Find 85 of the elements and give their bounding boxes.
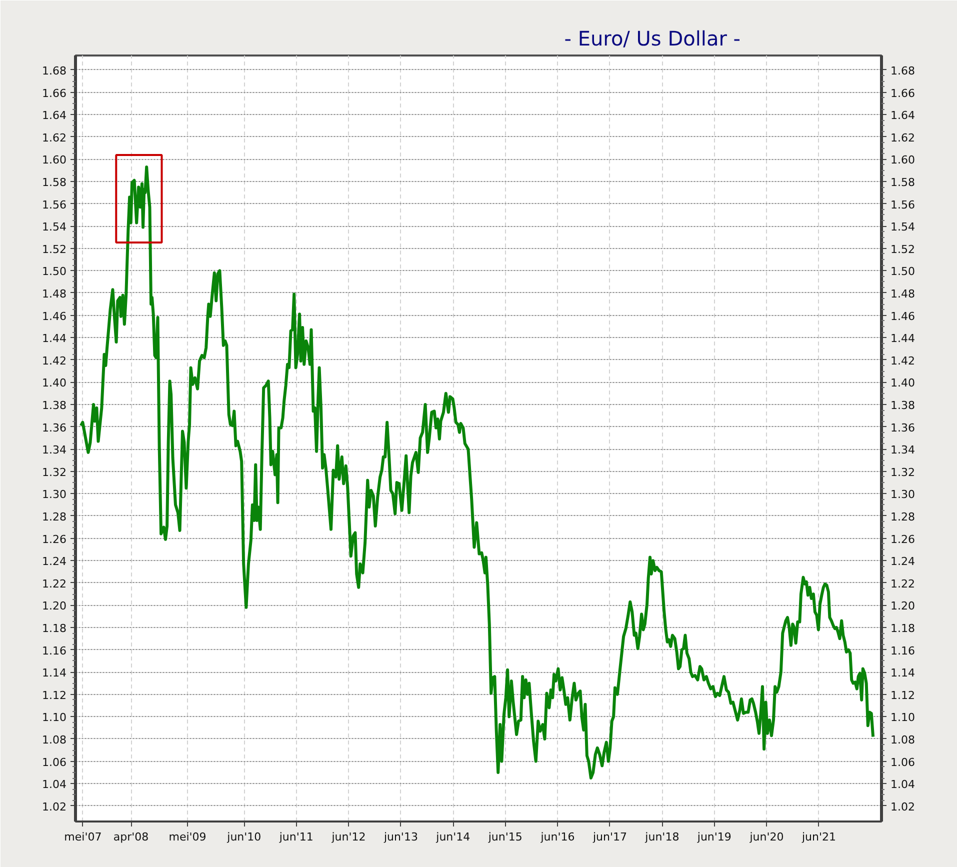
y-tick-label: 1.58 [42,176,67,189]
y-tick-label: 1.46 [42,310,67,323]
y-tick-label: 1.62 [42,131,67,144]
y-tick-label: 1.16 [42,644,67,658]
y-tick-label: 1.22 [42,577,67,590]
y-tick-label: 1.26 [42,532,67,546]
x-tick-label: jun'20 [748,830,784,844]
y-tick-label: 1.24 [42,555,67,568]
y-tick-label: 1.60 [42,154,67,167]
y2-tick-label: 1.22 [890,577,915,590]
y2-tick-label: 1.60 [890,154,915,167]
y2-tick-label: 1.02 [890,800,915,814]
y-tick-label: 1.40 [42,376,67,390]
y2-tick-label: 1.18 [890,622,915,635]
y2-tick-label: 1.12 [890,688,915,702]
y2-tick-label: 1.14 [890,666,915,680]
y-tick-label: 1.32 [42,466,67,479]
x-tick-label: jun'17 [592,830,627,844]
x-tick-label: mei'09 [168,830,206,844]
line-series [79,166,875,780]
y-tick-label: 1.08 [42,733,67,746]
y-tick-label: 1.66 [42,86,67,100]
y2-tick-label: 1.10 [890,711,915,724]
x-tick-label: jun'10 [226,830,262,844]
y2-tick-label: 1.36 [890,421,915,434]
x-tick-label: jun'16 [540,830,575,844]
y-tick-label: 1.14 [42,666,67,680]
y-tick-label: 1.42 [42,354,67,368]
y-tick-label: 1.36 [42,421,67,434]
y2-tick-label: 1.34 [890,444,915,457]
x-tick-label: mei'07 [64,830,102,844]
x-tick-label: jun'12 [330,830,366,844]
y-tick-label: 1.06 [42,756,67,769]
y2-tick-label: 1.50 [890,265,915,278]
y2-tick-label: 1.16 [890,644,915,658]
y-tick-label: 1.48 [42,287,67,300]
y2-tick-label: 1.48 [890,287,915,300]
y2-tick-label: 1.66 [890,86,915,100]
y-tick-label: 1.56 [42,198,67,212]
y2-tick-label: 1.04 [890,778,915,792]
y-tick-label: 1.12 [42,688,67,702]
x-tick-label: jun'15 [487,830,522,844]
x-tick-label: jun'14 [435,830,470,844]
y2-tick-label: 1.44 [890,332,915,346]
y2-tick-label: 1.62 [890,131,915,144]
y-tick-label: 1.38 [42,398,67,412]
y-tick-label: 1.04 [42,778,67,792]
y-tick-label: 1.54 [42,220,67,234]
y2-tick-label: 1.58 [890,176,915,189]
y-tick-label: 1.18 [42,622,67,635]
y-tick-label: 1.28 [42,510,67,524]
y2-tick-label: 1.20 [890,600,915,613]
y2-tick-label: 1.68 [890,64,915,78]
y2-tick-label: 1.08 [890,733,915,746]
y2-tick-label: 1.32 [890,466,915,479]
y-tick-label: 1.34 [42,444,67,457]
x-tick-label: jun'13 [382,830,418,844]
y2-tick-label: 1.56 [890,198,915,212]
y2-tick-label: 1.52 [890,242,915,256]
x-tick-label: apr'08 [113,830,149,844]
y-tick-label: 1.64 [42,109,67,122]
y2-tick-label: 1.40 [890,376,915,390]
x-tick-label: jun'11 [278,830,314,844]
y2-tick-label: 1.30 [890,488,915,502]
y-tick-label: 1.02 [42,800,67,814]
y-tick-label: 1.68 [42,64,67,78]
y2-tick-label: 1.46 [890,310,915,323]
y-tick-label: 1.20 [42,600,67,613]
x-tick-label: jun'21 [800,830,836,844]
y2-tick-label: 1.24 [890,555,915,568]
y2-tick-label: 1.26 [890,532,915,546]
y2-tick-label: 1.38 [890,398,915,412]
y2-tick-label: 1.54 [890,220,915,234]
x-tick-label: jun'19 [696,830,732,844]
y2-tick-label: 1.42 [890,354,915,368]
chart-title: - Euro/ Us Dollar - [564,26,741,50]
y-tick-label: 1.10 [42,711,67,724]
x-tick-label: jun'18 [644,830,680,844]
y2-tick-label: 1.64 [890,109,915,122]
y-tick-label: 1.50 [42,265,67,278]
y-tick-label: 1.52 [42,242,67,256]
y2-tick-label: 1.06 [890,756,915,769]
y2-tick-label: 1.28 [890,510,915,524]
y-tick-label: 1.44 [42,332,67,346]
y-tick-label: 1.30 [42,488,67,502]
